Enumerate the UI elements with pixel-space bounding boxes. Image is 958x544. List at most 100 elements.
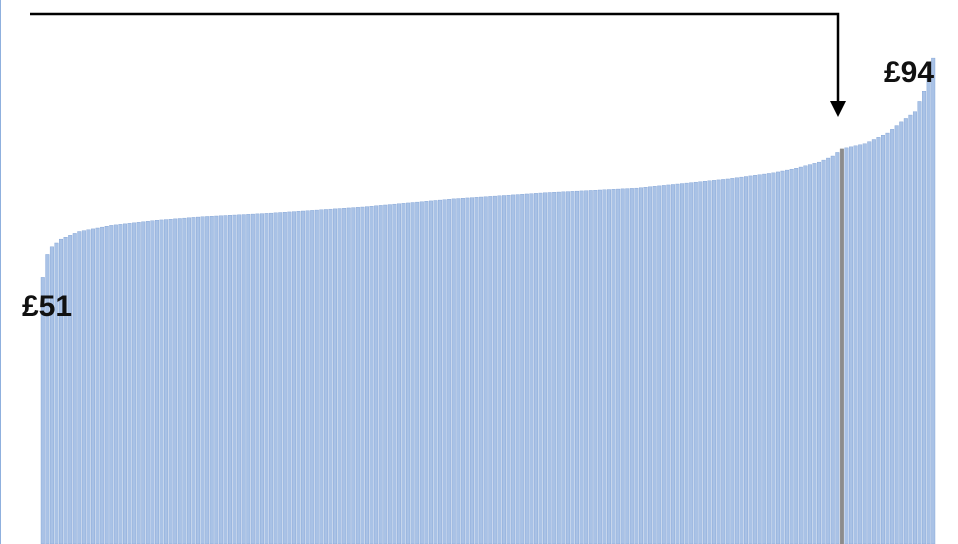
bar [383,204,388,544]
bar [707,180,712,544]
bar [177,218,182,544]
bar [49,246,54,544]
bar [908,114,913,544]
bar [460,198,465,544]
bar [648,186,653,544]
bar [885,132,890,544]
bars-group [40,57,936,544]
bar [433,200,438,544]
bar [698,181,703,544]
bar [241,214,246,544]
bar [931,57,936,544]
bar [86,229,91,544]
bar [95,227,100,544]
bar [415,201,420,544]
bar [451,198,456,544]
bar [570,191,575,544]
bar [826,157,831,544]
bar [337,208,342,544]
bar [323,209,328,544]
bar [406,202,411,544]
bar [410,202,415,544]
bar [693,181,698,544]
bar [328,208,333,544]
bar [511,194,516,544]
bar [333,208,338,544]
bar [488,196,493,544]
bar [876,137,881,544]
bar [556,191,561,544]
bar [607,189,611,544]
bar [287,211,292,544]
bar [575,190,580,544]
bar [616,188,621,544]
bar [684,182,689,544]
bar [803,165,808,544]
bar [625,188,630,544]
bar [657,185,662,544]
bar [867,141,872,544]
bar [310,210,315,544]
bar [191,217,196,544]
bar [145,221,150,544]
bar [634,187,639,544]
bar [118,224,123,544]
max-value-label: £94 [884,56,934,89]
bar [40,277,45,544]
bar [894,125,899,544]
bar [159,219,164,544]
bar [77,231,82,544]
bar [670,184,675,544]
bar [762,173,767,544]
bar [917,101,922,544]
bar [730,178,735,544]
bar [807,164,812,544]
bar [100,226,105,544]
bar [862,143,867,544]
bar [428,200,433,544]
bar [342,208,347,544]
bar [196,216,201,544]
bar [141,221,146,544]
bar [871,139,876,544]
bar [154,220,159,544]
bar [602,189,607,544]
bar [150,220,155,544]
bar [552,192,557,544]
bar [734,177,739,544]
bar [739,176,744,544]
min-value-label: £51 [22,290,72,323]
bar [479,196,484,544]
bar [771,172,776,544]
bar [506,194,511,544]
bar [744,176,748,544]
bar [223,215,228,544]
bar [721,179,726,544]
bar [890,129,895,544]
bar [291,211,296,544]
bar [849,146,854,544]
bar [497,195,502,544]
bar [301,210,306,544]
bar [789,168,794,544]
bar [68,235,73,544]
bar [753,175,758,544]
bar [899,121,904,544]
bar [716,179,721,544]
bar [182,217,187,544]
bar [282,212,287,544]
bar [483,196,488,544]
bar [228,215,232,544]
bar [912,111,917,544]
bar [798,166,803,544]
bar [456,198,461,544]
bar [438,199,443,544]
bar [561,191,566,544]
bar [661,185,666,544]
bar [81,230,86,544]
bar [237,214,242,544]
bar [122,223,127,544]
bar [785,169,790,544]
bar [136,222,141,544]
